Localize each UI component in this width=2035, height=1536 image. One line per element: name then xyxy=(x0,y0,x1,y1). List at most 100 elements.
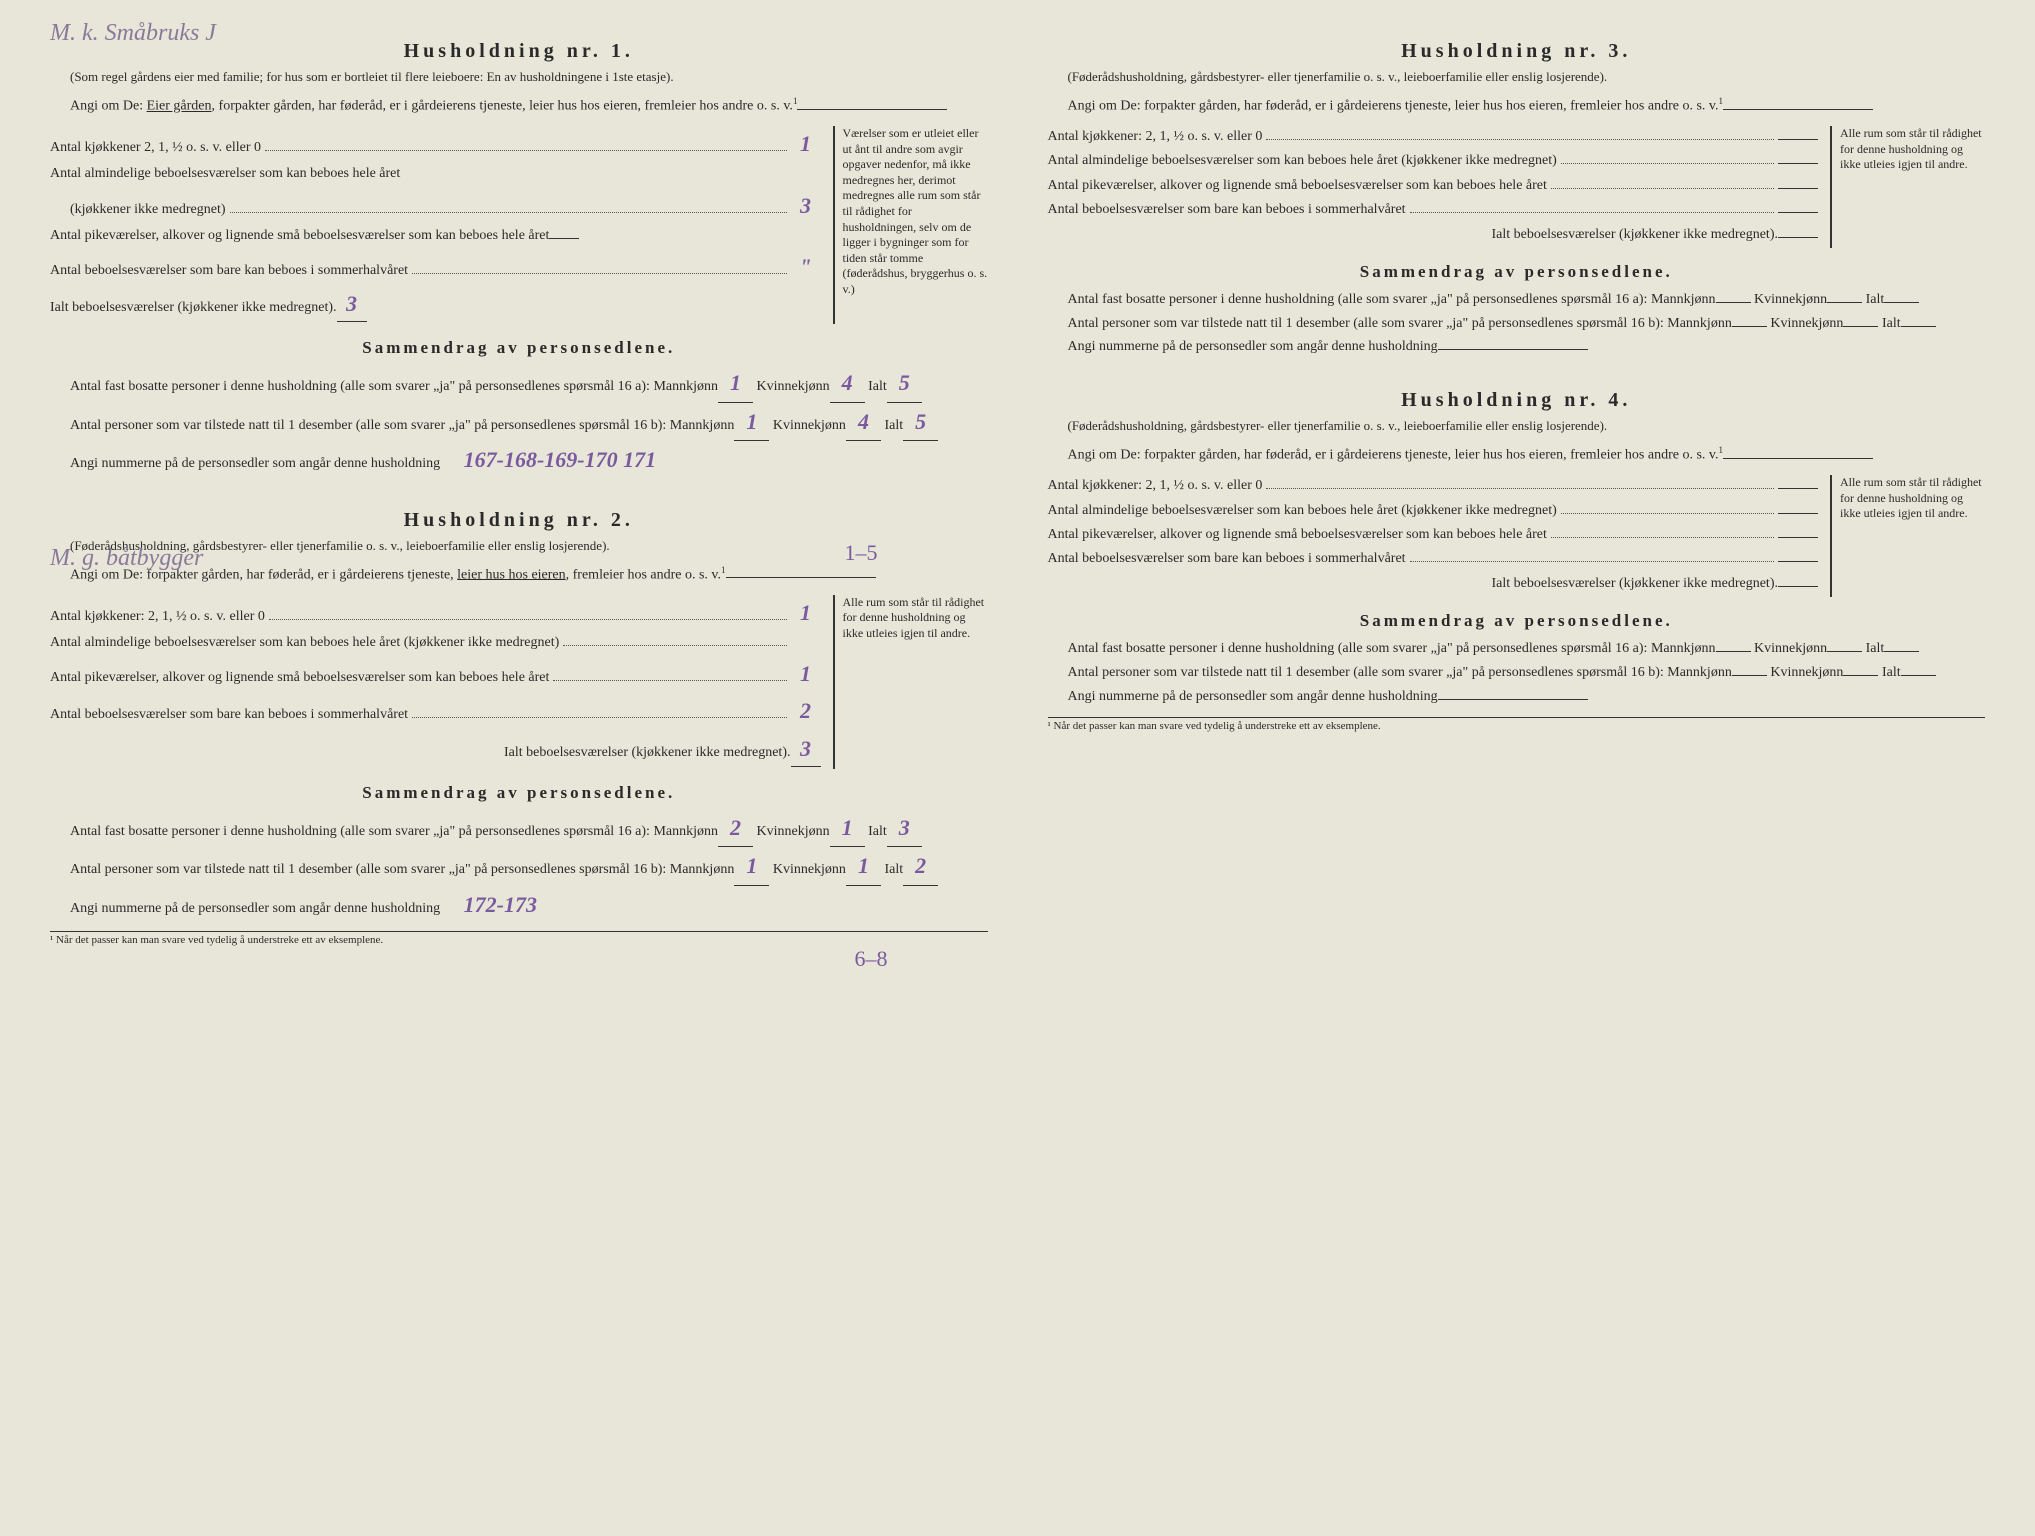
hh1-rooms-sublabel: (kjøkkener ikke medregnet) xyxy=(70,199,226,221)
sup3: 1 xyxy=(1719,96,1724,106)
hh2-nummerne-line: Angi nummerne på de personsedler som ang… xyxy=(50,886,988,923)
angi-rest: , forpakter gården, har føderåd, er i gå… xyxy=(212,99,793,114)
hh2-maids-label: Antal pikeværelser, alkover og lignende … xyxy=(50,667,549,689)
ialt-label-7: Ialt xyxy=(1866,641,1885,656)
household-2-title: Husholdning nr. 2. xyxy=(50,509,988,532)
hh2-fast-k: 1 xyxy=(830,809,865,847)
ialt-label-2: Ialt xyxy=(884,418,903,433)
footnote-left: ¹ Når det passer kan man svare ved tydel… xyxy=(50,931,988,946)
hh1-sammendrag-title: Sammendrag av personsedlene. xyxy=(50,338,988,358)
fast-label-2: Antal fast bosatte personer i denne hush… xyxy=(70,824,650,839)
mann-label-3: Mannkjønn xyxy=(653,824,718,839)
hh3-maids-value xyxy=(1778,188,1818,189)
hh2-side-note: Alle rum som står til rådighet for denne… xyxy=(833,595,988,769)
hh2-total-label: Ialt beboelsesværelser (kjøkkener ikke m… xyxy=(504,742,791,764)
hh3-total-value xyxy=(1778,237,1818,238)
nummerne-label-3: Angi nummerne på de personsedler som ang… xyxy=(1068,339,1438,354)
hh1-til-i: 5 xyxy=(903,403,938,441)
hh3-til-k xyxy=(1843,326,1878,327)
hh4-total-label: Ialt beboelsesværelser (kjøkkener ikke m… xyxy=(1491,573,1778,595)
hh4-maids-value xyxy=(1778,537,1818,538)
hh4-kitchens-value xyxy=(1778,488,1818,489)
hh1-til-m: 1 xyxy=(734,403,769,441)
hh2-kitchens-value: 1 xyxy=(791,595,821,630)
hh1-rooms-value: 3 xyxy=(791,188,821,223)
hh1-til-k: 4 xyxy=(846,403,881,441)
hh4-nummerne-line: Angi nummerne på de personsedler som ang… xyxy=(1048,685,1986,709)
hh3-fast-k xyxy=(1827,302,1862,303)
hh4-fast-k xyxy=(1827,651,1862,652)
hh3-fast-m xyxy=(1716,302,1751,303)
footnote-right: ¹ Når det passer kan man svare ved tydel… xyxy=(1048,717,1986,732)
hh4-rooms-label: Antal almindelige beboelsesværelser som … xyxy=(1048,500,1557,522)
hh4-summer-value xyxy=(1778,561,1818,562)
household-1: Husholdning nr. 1. (Som regel gårdens ei… xyxy=(50,40,988,479)
household-4-angi: Angi om De: forpakter gården, har føderå… xyxy=(1048,443,1986,467)
hh4-rooms-value xyxy=(1778,513,1818,514)
hh1-side-note: Værelser som er utleiet eller ut ånt til… xyxy=(833,126,988,325)
angi-blank xyxy=(797,109,947,110)
hh1-total-value: 3 xyxy=(337,286,367,322)
hh2-form-lines: Antal kjøkkener: 2, 1, ½ o. s. v. eller … xyxy=(50,595,821,769)
hh2-kitchens-label: Antal kjøkkener: 2, 1, ½ o. s. v. eller … xyxy=(50,606,265,628)
hh3-tilstede-line: Antal personer som var tilstede natt til… xyxy=(1048,312,1986,336)
mann-label-4: Mannkjønn xyxy=(670,862,735,877)
mann-label-5: Mannkjønn xyxy=(1651,292,1716,307)
hh1-kitchens-value: 1 xyxy=(791,126,821,161)
hh3-rooms-value xyxy=(1778,163,1818,164)
hh1-total-label: Ialt beboelsesværelser (kjøkkener ikke m… xyxy=(50,297,337,319)
hh4-fast-line: Antal fast bosatte personer i denne hush… xyxy=(1048,637,1986,661)
hh2-summer-value: 2 xyxy=(791,693,821,728)
hh3-kitchens-value xyxy=(1778,139,1818,140)
ialt-label-3: Ialt xyxy=(868,824,887,839)
right-page: Husholdning nr. 3. (Føderådshusholdning,… xyxy=(1048,40,1986,1002)
hh2-fast-line: Antal fast bosatte personer i denne hush… xyxy=(50,809,988,847)
hh4-til-m xyxy=(1732,675,1767,676)
hh3-summer-label: Antal beboelsesværelser som bare kan beb… xyxy=(1048,199,1406,221)
hh1-side-range: 1–5 xyxy=(845,540,878,566)
tilstede-label-3: Antal personer som var tilstede natt til… xyxy=(1068,316,1664,331)
angi3-blank xyxy=(1723,109,1873,110)
mann-label-7: Mannkjønn xyxy=(1651,641,1716,656)
hh1-fast-line: Antal fast bosatte personer i denne hush… xyxy=(50,364,988,402)
mann-label-6: Mannkjønn xyxy=(1667,316,1732,331)
hh1-maids-value xyxy=(549,238,579,239)
sup4: 1 xyxy=(1719,445,1724,455)
nummerne-label-4: Angi nummerne på de personsedler som ang… xyxy=(1068,689,1438,704)
hh2-fast-m: 2 xyxy=(718,809,753,847)
hh4-maids-label: Antal pikeværelser, alkover og lignende … xyxy=(1048,524,1547,546)
hh2-summer-label: Antal beboelsesværelser som bare kan beb… xyxy=(50,704,408,726)
hh1-maids-label: Antal pikeværelser, alkover og lignende … xyxy=(50,225,549,247)
nummerne-label: Angi nummerne på de personsedler som ang… xyxy=(70,456,440,471)
hh1-nummerne-value: 167-168-169-170 171 xyxy=(444,441,656,478)
angi-prefix: Angi om De: xyxy=(70,99,147,114)
hh3-til-i xyxy=(1901,326,1936,327)
tilstede-label-2: Antal personer som var tilstede natt til… xyxy=(70,862,666,877)
angi4-blank xyxy=(1723,458,1873,459)
household-3: Husholdning nr. 3. (Føderådshusholdning,… xyxy=(1048,40,1986,359)
hh2-nummerne-value: 172-173 xyxy=(444,886,537,923)
left-page: M. k. Småbruks J Husholdning nr. 1. (Som… xyxy=(50,40,988,1002)
kvinne-label-5: Kvinnekjønn xyxy=(1754,292,1827,307)
tilstede-label: Antal personer som var tilstede natt til… xyxy=(70,418,666,433)
hh3-fast-i xyxy=(1884,302,1919,303)
hh4-til-k xyxy=(1843,675,1878,676)
hh3-summer-value xyxy=(1778,212,1818,213)
hh3-nummerne-value xyxy=(1438,349,1588,350)
hh2-til-k: 1 xyxy=(846,847,881,885)
kvinne-label-7: Kvinnekjønn xyxy=(1754,641,1827,656)
angi2-blank xyxy=(726,577,876,578)
angi4: Angi om De: forpakter gården, har føderå… xyxy=(1068,448,1719,463)
hh3-fast-line: Antal fast bosatte personer i denne hush… xyxy=(1048,288,1986,312)
mann-label-8: Mannkjønn xyxy=(1667,665,1732,680)
household-1-angi: Angi om De: Eier gården, forpakter gårde… xyxy=(50,94,988,118)
hh4-form-lines: Antal kjøkkener: 2, 1, ½ o. s. v. eller … xyxy=(1048,475,1819,597)
hh1-fast-m: 1 xyxy=(718,364,753,402)
hh2-total-value: 3 xyxy=(791,731,821,767)
hh2-rooms-label: Antal almindelige beboelsesværelser som … xyxy=(50,632,559,654)
household-1-subtitle: (Som regel gårdens eier med familie; for… xyxy=(50,69,988,86)
hh3-total-label: Ialt beboelsesværelser (kjøkkener ikke m… xyxy=(1491,224,1778,246)
hh3-form-lines: Antal kjøkkener: 2, 1, ½ o. s. v. eller … xyxy=(1048,126,1819,248)
hh2-til-i: 2 xyxy=(903,847,938,885)
hh3-til-m xyxy=(1732,326,1767,327)
